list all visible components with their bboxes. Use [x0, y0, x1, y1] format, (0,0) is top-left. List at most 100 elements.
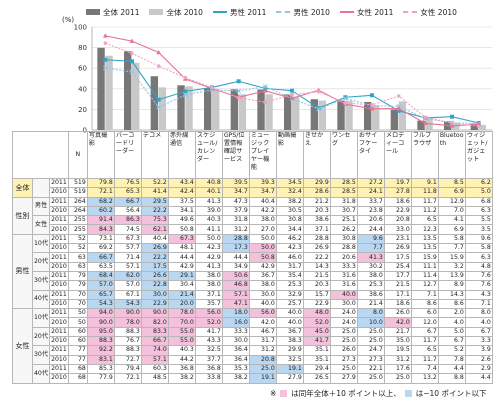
value-cell: 13.2: [410, 373, 439, 384]
year-cell: 2011: [49, 270, 69, 282]
value-cell: 10.0: [356, 317, 385, 328]
point: [103, 41, 108, 45]
table-row: 20代 2011 60 95.0 88.3 83.3 55.0 41.7 33.3 46.7 36.…: [13, 326, 493, 347]
value-cell: 29.9: [275, 345, 304, 356]
bar: [372, 105, 380, 130]
y-axis-unit: (%): [62, 16, 75, 24]
y-tick-label: 100: [74, 24, 87, 32]
column-header: 写真撮影: [86, 131, 115, 179]
value-cell: 6.8: [464, 196, 493, 207]
value-cell: 75.3: [140, 215, 169, 226]
column-header: フルブラウザ: [410, 131, 439, 179]
value-cell: 31.7: [248, 336, 277, 347]
value-cell: 20.6: [356, 215, 385, 226]
value-cell: 25.3: [356, 280, 385, 291]
table-row: 2010 519 72.1 65.3 41.4 42.4 40.1 34.7 34.7 32.4 2…: [13, 187, 493, 198]
value-cell: 44.2: [167, 354, 196, 365]
value-cell: 22.2: [302, 252, 331, 263]
point: [102, 65, 108, 71]
value-cell: 22.9: [302, 298, 331, 310]
value-cell: 57.1: [221, 289, 250, 300]
table-row: 2010 70 54.3 54.3 22.9 20.0 35.7 47.1 40.0 25.7 22…: [13, 298, 493, 310]
column-header: ワンセグ: [329, 131, 358, 179]
table-row: 30代 2011 79 68.4 62.0 26.6 29.1 38.0 50.6 36.7 35.…: [13, 270, 493, 291]
table-row: 20代 2011 63 66.7 71.4 22.2 44.4 42.9 44.4 50.8 46.…: [13, 252, 493, 272]
value-cell: 26.9: [302, 243, 331, 254]
value-cell: 65.3: [113, 187, 142, 198]
value-cell: 6.7: [464, 326, 493, 338]
bar: [204, 87, 212, 130]
value-cell: 30.0: [329, 298, 358, 310]
bar: [417, 120, 425, 130]
value-cell: 22.9: [140, 298, 169, 310]
value-cell: 50.8: [167, 224, 196, 235]
value-cell: 33.3: [329, 261, 358, 272]
table-row: 2010 68 77.9 72.1 48.5 38.2 33.8 38.2 19.1 27.9 26…: [13, 373, 493, 384]
legend-label: 男性 2011: [229, 7, 267, 17]
value-cell: 6.3: [464, 205, 493, 217]
value-cell: 69.2: [86, 243, 115, 254]
point: [236, 88, 242, 94]
value-cell: 25.0: [356, 326, 385, 338]
value-cell: 8.9: [437, 280, 466, 291]
value-cell: 11.7: [410, 354, 439, 365]
year-cell: 2011: [49, 345, 69, 356]
value-cell: 78.0: [113, 317, 142, 328]
value-cell: 28.8: [221, 233, 250, 245]
value-cell: 32.5: [194, 345, 223, 356]
value-cell: 76.7: [113, 336, 142, 347]
point: [262, 84, 268, 89]
value-cell: 5.8: [437, 233, 466, 245]
legend-swatch: [86, 9, 100, 15]
value-cell: 32.5: [275, 354, 304, 365]
value-cell: 34.5: [275, 177, 304, 189]
value-cell: 41.7: [302, 336, 331, 347]
value-cell: 50.0: [194, 233, 223, 245]
value-cell: 67.3: [167, 233, 196, 245]
value-cell: 88.3: [113, 345, 142, 356]
value-cell: 35.0: [383, 336, 412, 347]
value-cell: 36.8: [194, 363, 223, 375]
year-cell: 2010: [49, 224, 69, 235]
point: [183, 75, 188, 80]
value-cell: 4.1: [437, 215, 466, 226]
n-cell: 52: [67, 243, 88, 254]
header-blank: [12, 131, 69, 179]
point: [156, 97, 161, 102]
value-cell: 67.1: [113, 289, 142, 300]
value-cell: 25.0: [329, 336, 358, 347]
value-cell: 17.5: [140, 261, 169, 272]
value-cell: 34.1: [167, 205, 196, 217]
bar: [185, 86, 193, 130]
year-cell: 2011: [49, 326, 69, 338]
value-cell: 57.7: [113, 243, 142, 254]
table-row: 女性 10代 2011 50 94.0 90.0 90.0 78.0 56.0 18.0 56.0 4…: [12, 308, 493, 384]
year-cell: 2010: [49, 280, 69, 291]
value-cell: 38.0: [248, 215, 277, 226]
value-cell: 37.7: [194, 354, 223, 365]
value-cell: 12.3: [410, 224, 439, 235]
value-cell: 19.1: [275, 363, 304, 375]
value-cell: 24.0: [329, 308, 358, 319]
value-cell: 8.6: [437, 298, 466, 310]
value-cell: 29.9: [302, 177, 331, 189]
value-cell: 16.0: [221, 317, 250, 328]
subgroup-label: 男性: [31, 196, 51, 217]
chart-legend: 全体 2011 全体 2010 男性 2011 男性 2010 女性 2011 女性 20…: [86, 6, 496, 18]
point: [343, 95, 348, 100]
year-cell: 2010: [49, 317, 69, 328]
bar-line-chart: 0 20 40 60 80 100: [74, 24, 492, 135]
value-cell: 37.1: [194, 289, 223, 300]
subgroup-label: 20代: [31, 252, 51, 272]
value-cell: 83.1: [86, 354, 115, 365]
value-cell: 25.1: [329, 215, 358, 226]
value-cell: 32.4: [275, 187, 304, 198]
point: [103, 57, 108, 62]
legend-item-5: 女性 2010: [403, 7, 457, 18]
value-cell: 38.2: [167, 373, 196, 384]
value-cell: 33.8: [194, 373, 223, 384]
year-cell: 2010: [49, 187, 69, 198]
value-cell: 78.0: [167, 308, 196, 319]
subgroup-label: 40代: [31, 289, 51, 310]
year-cell: 2011: [49, 289, 69, 300]
